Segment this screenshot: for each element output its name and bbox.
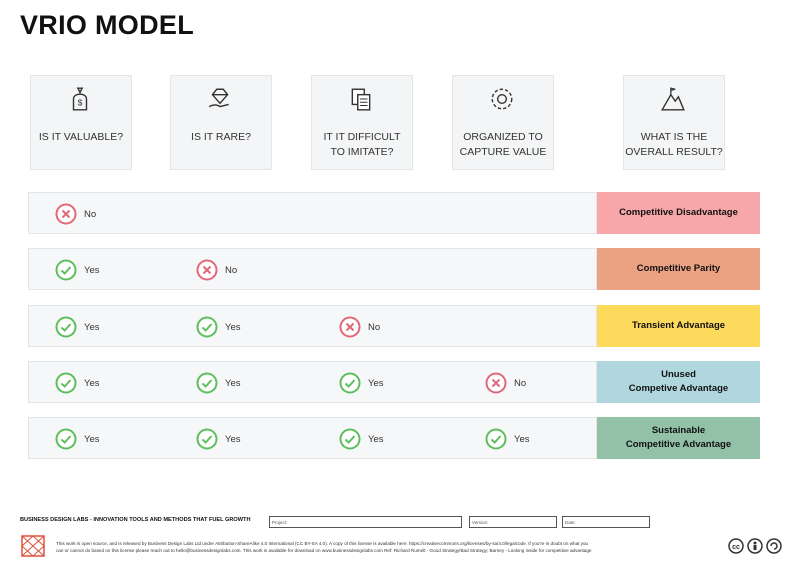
answer-icon [339,428,361,450]
label-line: ORGANIZED TO [463,131,543,143]
svg-text:cc: cc [732,544,740,551]
answer-text: Yes [84,264,100,276]
question-label: WHAT IS THE OVERALL RESULT? [624,130,724,160]
label-line: OVERALL RESULT? [625,146,723,158]
answer-text: Yes [84,377,100,389]
label-line: CAPTURE VALUE [459,146,547,158]
result-line: Unused [661,369,696,380]
answer-icon [339,316,361,338]
answer-icon [55,203,77,225]
question-box: IT IT DIFFICULT TO IMITATE? [311,75,413,170]
answer: Yes [55,316,100,338]
question-icon [351,88,371,111]
answer-text: No [84,208,97,220]
result: Transient Advantage [597,305,760,347]
row-box [28,192,597,234]
answer: Yes [196,428,241,450]
result-line: Transient Advantage [631,320,726,331]
question-label: ORGANIZED TO CAPTURE VALUE [453,130,553,160]
answer: No [485,372,526,394]
question-box: WHAT IS THE OVERALL RESULT? [623,75,725,170]
answer-icon [55,259,77,281]
answer-icon [485,428,507,450]
label-line: IS IT VALUABLE? [38,131,124,143]
row-box [28,305,597,347]
question-box: $ IS IT VALUABLE? [30,75,132,170]
svg-text:$: $ [78,98,83,108]
label-line: IS IT RARE? [191,131,251,143]
cc-icons: cc [728,538,782,554]
row-box [28,248,597,290]
question-box: ORGANIZED TO CAPTURE VALUE [452,75,554,170]
result-line: Competitive Disadvantage [619,207,738,218]
answer-icon [196,259,218,281]
answer-text: Yes [225,321,241,333]
question-label: IS IT VALUABLE? [31,130,131,145]
license-line: can or cannot do based on this license p… [56,548,592,553]
result: Competitive Parity [597,248,760,290]
answer: Yes [485,428,530,450]
label-line: TO IMITATE? [330,146,394,158]
result: Competitive Disadvantage [597,192,760,234]
result: Unused Competive Advantage [597,361,760,403]
logo [21,535,45,557]
answer: Yes [55,372,100,394]
question-label: IT IT DIFFICULT TO IMITATE? [312,130,412,160]
answer: No [55,203,96,225]
answer-icon [196,372,218,394]
question-icon [660,87,685,111]
answer-icon [196,428,218,450]
answer: Yes [339,372,384,394]
field: Date: [562,516,650,528]
answer-text: No [225,264,238,276]
answer: Yes [196,372,241,394]
answer: Yes [55,428,100,450]
question-icon [491,88,513,110]
answer: No [339,316,380,338]
result-line: Competitive Parity [636,263,721,274]
answer-text: Yes [225,377,241,389]
question-icon: $ [72,87,88,111]
question-label: IS IT RARE? [171,130,271,145]
answer-text: No [368,321,381,333]
answer-text: Yes [368,433,384,445]
question-box: IS IT RARE? [170,75,272,170]
answer-icon [55,372,77,394]
result-line: Sustainable [651,425,706,436]
label-line: WHAT IS THE [640,131,708,143]
answer-text: Yes [84,433,100,445]
field: Project: [269,516,462,528]
brand: BUSINESS DESIGN LABS - INNOVATION TOOLS … [20,517,251,523]
answer-text: Yes [225,433,241,445]
answer: Yes [55,259,100,281]
answer-text: No [514,377,527,389]
answer-text: Yes [84,321,100,333]
answer-icon [55,428,77,450]
title: VRIO MODEL [20,10,195,40]
result-line: Competive Advantage [628,383,729,394]
answer: No [196,259,237,281]
answer-icon [55,316,77,338]
license-line: This work is open source, and is release… [56,541,589,546]
field: Version: [469,516,557,528]
answer-text: Yes [514,433,530,445]
result-line: Competitive Advantage [625,439,732,450]
question-icon [208,88,229,108]
answer: Yes [339,428,384,450]
answer-icon [196,316,218,338]
result: Sustainable Competitive Advantage [597,417,760,459]
label-line: IT IT DIFFICULT [323,131,401,143]
answer-text: Yes [368,377,384,389]
answer: Yes [196,316,241,338]
answer-icon [485,372,507,394]
answer-icon [339,372,361,394]
